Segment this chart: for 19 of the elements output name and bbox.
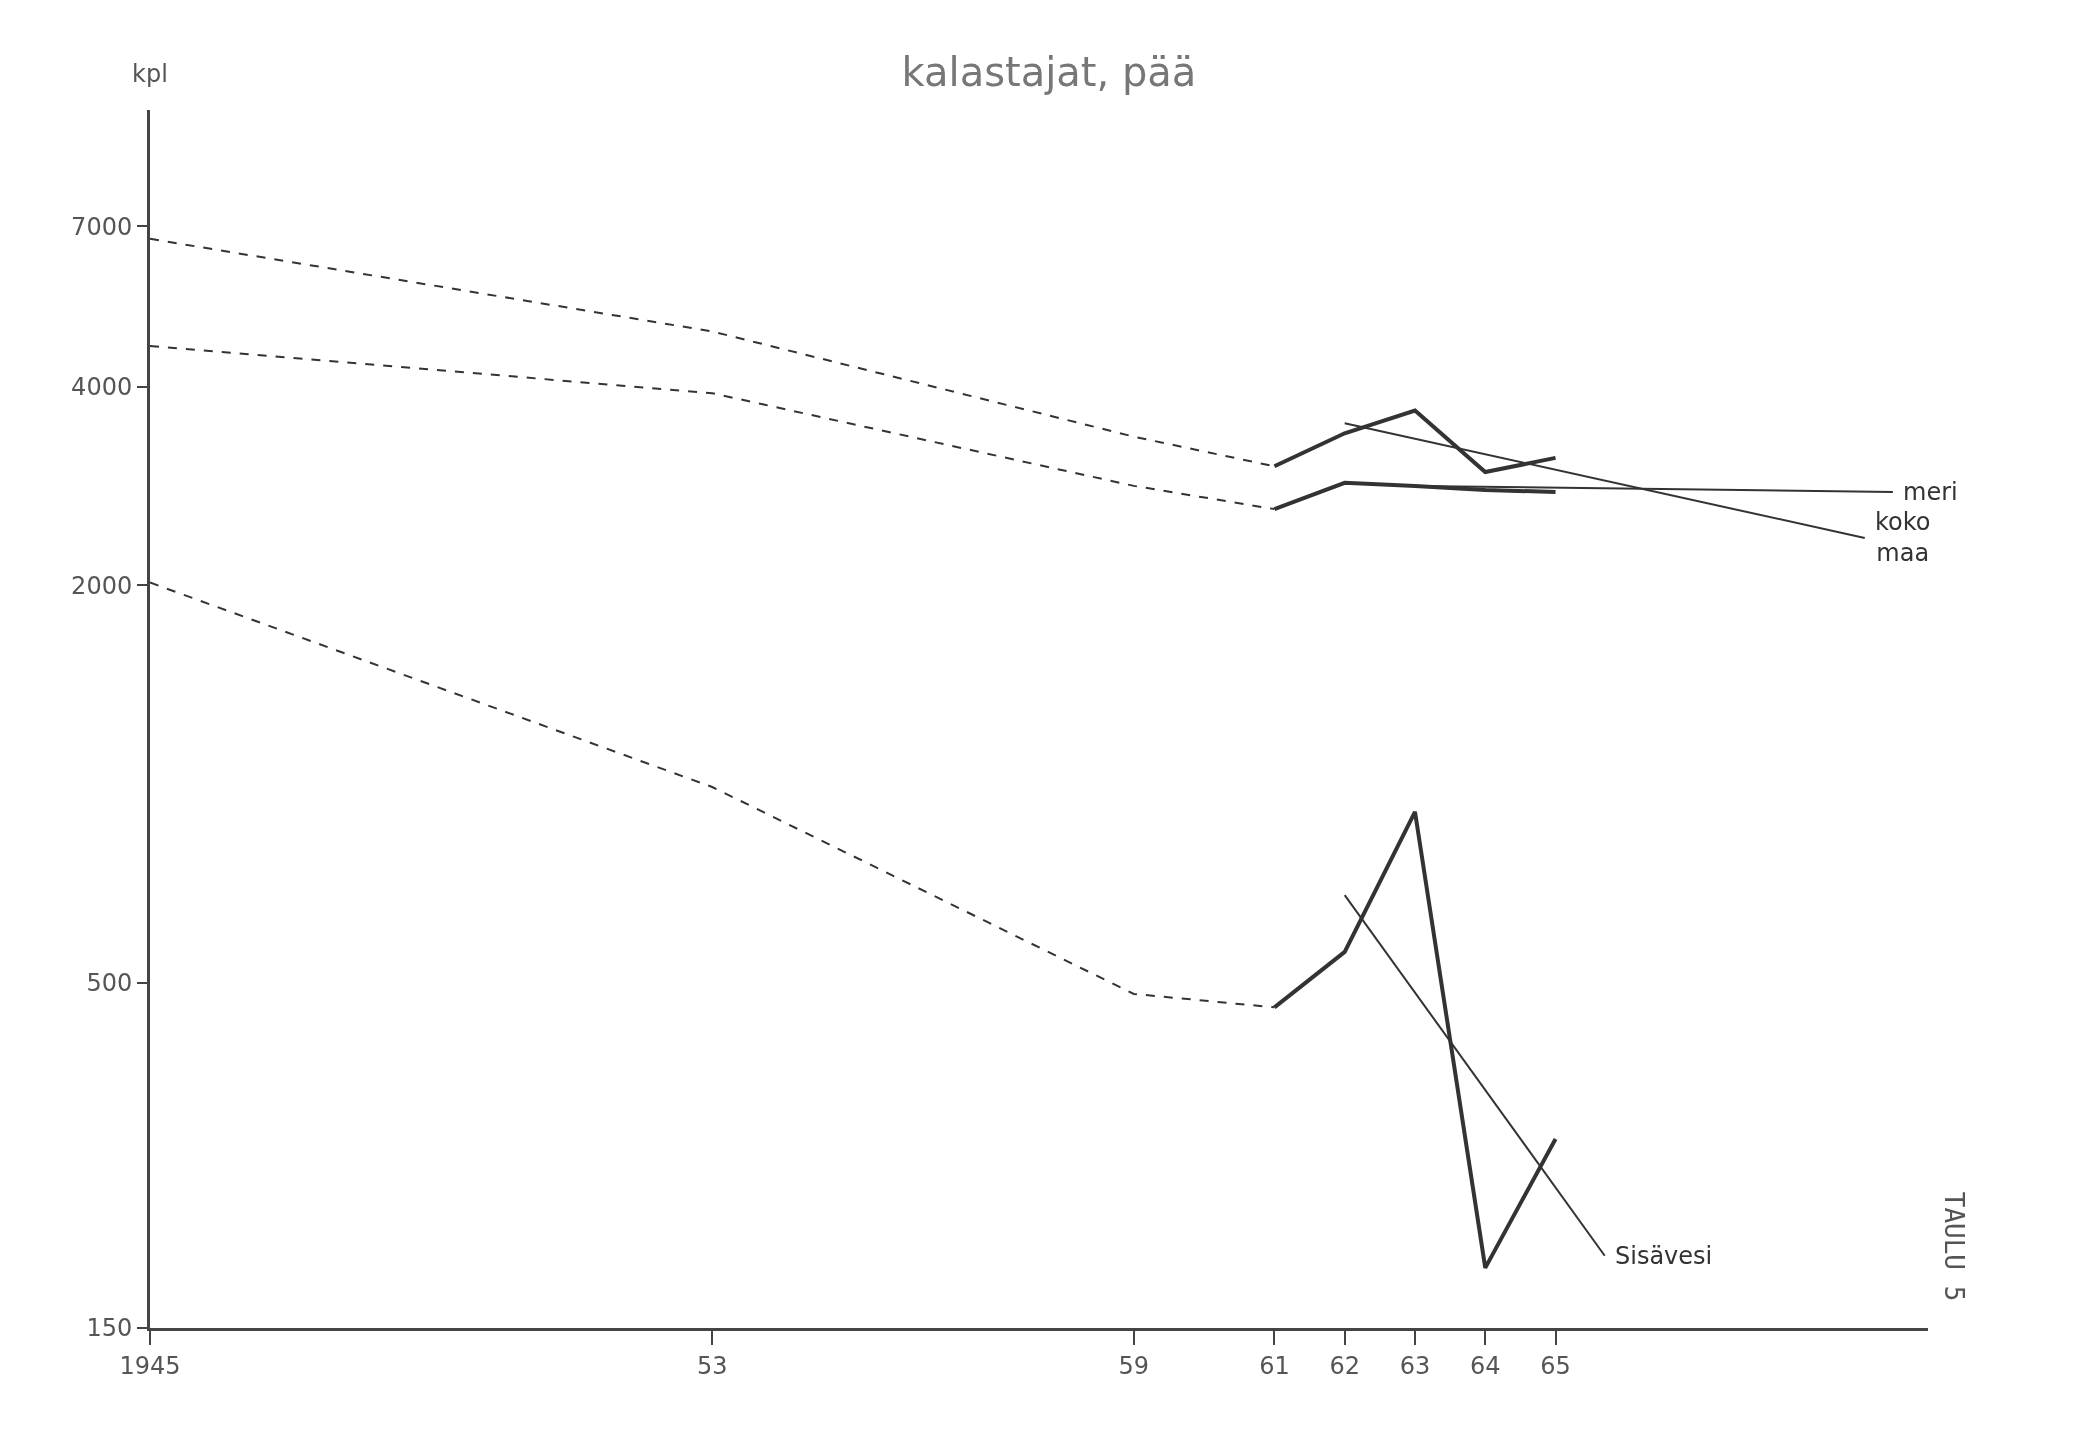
y-tick-label: 150 [86, 1314, 133, 1343]
text: TAULU 5 [1938, 1191, 1969, 1302]
x-tick-label: 64 [1469, 1351, 1501, 1380]
y-tick-label: 2000 [71, 571, 133, 600]
series-label: meri [1903, 478, 1958, 506]
series-label: Sisävesi [1615, 1242, 1713, 1270]
x-tick-label: 1945 [119, 1351, 181, 1380]
x-tick-label: 65 [1540, 1351, 1571, 1380]
y-tick-label: 7000 [71, 212, 133, 241]
x-tick-label: 53 [696, 1351, 728, 1380]
x-tick-label: 61 [1259, 1351, 1290, 1380]
series-label: koko maa [1875, 508, 1931, 568]
y-axis-title: kpl [132, 60, 168, 88]
x-tick-label: 63 [1399, 1351, 1431, 1380]
x-tick-label: 59 [1118, 1351, 1150, 1380]
x-tick-label: 62 [1329, 1351, 1360, 1380]
y-tick-label: 4000 [71, 373, 133, 402]
chart-title: kalastajat, pää [901, 48, 1197, 95]
y-tick-label: 500 [86, 969, 133, 998]
